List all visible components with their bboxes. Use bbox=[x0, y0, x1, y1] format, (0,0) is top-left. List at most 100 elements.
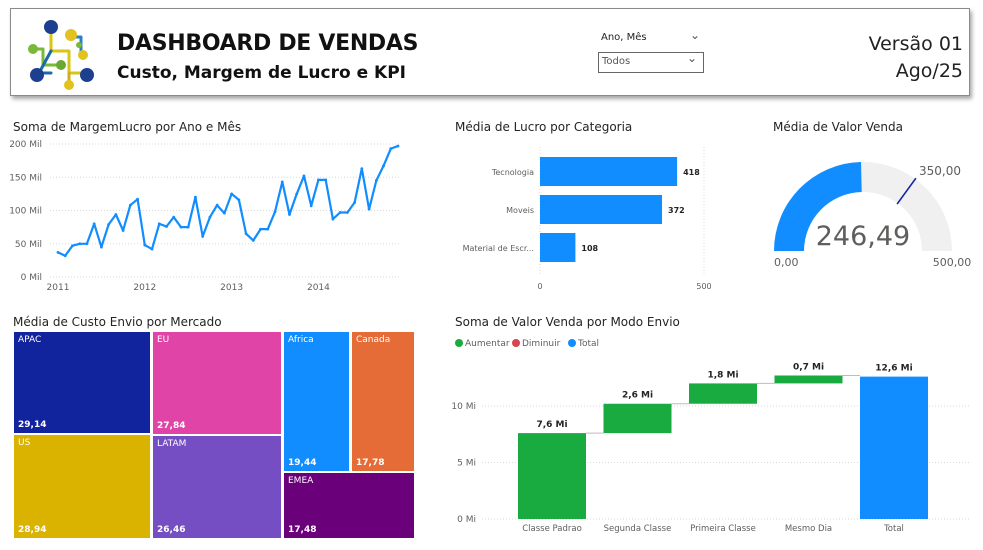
data-point bbox=[382, 164, 385, 168]
treemap-cell-emea[interactable]: EMEA 17,48 bbox=[283, 472, 415, 539]
date-slicer-dropdown[interactable]: Todos ⌄ bbox=[598, 51, 704, 73]
legend-label: Diminuir bbox=[522, 339, 561, 349]
dashboard-subtitle: Custo, Margem de Lucro e KPI bbox=[117, 63, 406, 83]
data-point bbox=[338, 211, 342, 214]
data-point bbox=[165, 225, 168, 228]
gauge-chart-title: Média de Valor Venda bbox=[773, 120, 903, 134]
x-tick-label: 2012 bbox=[133, 283, 156, 293]
line-chart[interactable]: 200 Mil 150 Mil 100 Mil 50 Mil 0 Mil 2011 2012… bbox=[0, 135, 420, 295]
waterfall-chart[interactable]: Aumentar Diminuir Total 10 Mi 5 Mi 0 Mi 7,6 Mi… bbox=[440, 333, 980, 545]
treemap-cell-us[interactable]: US 28,94 bbox=[13, 434, 151, 539]
data-point bbox=[172, 215, 176, 219]
data-point bbox=[208, 215, 212, 219]
category-label: Material de Escr... bbox=[463, 244, 534, 253]
data-point bbox=[85, 242, 89, 246]
data-point bbox=[295, 192, 299, 196]
category-label: Total bbox=[883, 524, 904, 534]
category-label: Segunda Classe bbox=[604, 524, 672, 534]
treemap-cell-value: 28,94 bbox=[18, 525, 47, 535]
data-point bbox=[136, 197, 139, 201]
treemap-cell-value: 26,46 bbox=[157, 525, 186, 535]
bar-chart[interactable]: Tecnologia 418 Moveis 372 Material de Escr..… bbox=[440, 135, 740, 295]
waterfall-title: Soma de Valor Venda por Modo Envio bbox=[455, 315, 680, 329]
data-point bbox=[266, 227, 270, 231]
data-point bbox=[150, 247, 154, 251]
gauge-value-arc bbox=[774, 162, 862, 251]
data-point bbox=[237, 198, 241, 202]
treemap-cell-africa[interactable]: Africa 19,44 bbox=[283, 331, 350, 472]
bar-chart-title: Média de Lucro por Categoria bbox=[455, 120, 633, 134]
data-point bbox=[280, 180, 284, 184]
data-point bbox=[353, 201, 356, 204]
treemap-cell-apac[interactable]: APAC 29,14 bbox=[13, 331, 151, 434]
waterfall-bar-3 bbox=[689, 383, 757, 404]
data-point bbox=[201, 235, 205, 238]
legend-marker bbox=[568, 339, 576, 347]
gauge-max-label: 500,00 bbox=[933, 256, 972, 269]
data-point bbox=[186, 225, 190, 229]
data-point bbox=[71, 244, 74, 248]
waterfall-bar-2 bbox=[603, 403, 672, 434]
data-point bbox=[56, 250, 60, 254]
series-line-margemlucro bbox=[57, 144, 399, 257]
company-logo bbox=[28, 20, 94, 90]
y-tick-label: 10 Mi bbox=[451, 402, 476, 412]
treemap-cell-value: 17,78 bbox=[356, 458, 385, 468]
y-tick-label: 50 Mil bbox=[15, 240, 42, 250]
treemap-cell-label: Canada bbox=[356, 335, 391, 345]
data-label: 418 bbox=[683, 168, 700, 177]
data-label: 12,6 Mi bbox=[875, 364, 912, 374]
bar-2 bbox=[540, 195, 663, 224]
category-label: Moveis bbox=[506, 206, 534, 215]
data-point bbox=[374, 179, 378, 182]
slicer-label: Ano, Mês bbox=[601, 32, 647, 43]
treemap-chart: APAC 29,14 US 28,94 EU 27,84 LATAM 26,46 Africa 1… bbox=[13, 331, 415, 539]
data-point bbox=[367, 207, 371, 211]
data-point bbox=[251, 239, 255, 242]
legend-marker bbox=[512, 339, 520, 347]
header-banner: DASHBOARD DE VENDAS Custo, Margem de Luc… bbox=[10, 8, 970, 96]
data-point bbox=[317, 178, 320, 182]
waterfall-bar-1 bbox=[518, 433, 586, 519]
data-point bbox=[100, 245, 103, 249]
x-tick-label: 2014 bbox=[307, 283, 330, 293]
waterfall-bar-5 bbox=[860, 376, 928, 519]
legend-marker bbox=[455, 339, 463, 347]
data-point bbox=[179, 225, 183, 229]
bar-1 bbox=[540, 157, 678, 186]
y-tick-label: 5 Mi bbox=[457, 459, 476, 469]
data-point bbox=[273, 210, 277, 214]
data-point bbox=[288, 213, 291, 216]
treemap-cell-eu[interactable]: EU 27,84 bbox=[152, 331, 282, 435]
data-point bbox=[331, 217, 335, 221]
treemap-cell-latam[interactable]: LATAM 26,46 bbox=[152, 435, 282, 539]
data-point bbox=[128, 203, 132, 207]
y-tick-label: 100 Mil bbox=[9, 207, 42, 217]
treemap-cell-value: 17,48 bbox=[288, 525, 317, 535]
data-label: 1,8 Mi bbox=[707, 370, 738, 380]
data-point bbox=[345, 211, 349, 214]
data-point bbox=[78, 242, 82, 246]
category-label: Mesmo Dia bbox=[785, 524, 832, 534]
treemap-cell-canada[interactable]: Canada 17,78 bbox=[351, 331, 415, 472]
data-label: 2,6 Mi bbox=[622, 391, 653, 401]
gauge-target-label: 350,00 bbox=[919, 164, 961, 178]
chevron-down-icon[interactable]: ⌄ bbox=[687, 51, 698, 65]
category-label: Classe Padrao bbox=[522, 524, 582, 534]
x-tick-label: 2013 bbox=[220, 283, 243, 293]
data-point bbox=[107, 223, 111, 226]
treemap-cell-label: LATAM bbox=[157, 439, 187, 449]
treemap-cell-value: 19,44 bbox=[288, 458, 317, 468]
category-label: Primeira Classe bbox=[690, 524, 756, 534]
gauge-min-label: 0,00 bbox=[774, 256, 799, 269]
treemap-cell-label: Africa bbox=[288, 335, 314, 345]
line-chart-title: Soma de MargemLucro por Ano e Mês bbox=[13, 120, 242, 134]
dashboard-title: DASHBOARD DE VENDAS bbox=[117, 31, 419, 56]
treemap-cell-label: EU bbox=[157, 335, 170, 345]
waterfall-bar-4 bbox=[774, 375, 843, 384]
gauge-chart[interactable]: 246,49 0,00 500,00 350,00 bbox=[755, 135, 980, 295]
treemap-cell-value: 29,14 bbox=[18, 420, 47, 430]
slicer-collapse-icon[interactable]: ⌄ bbox=[690, 28, 701, 42]
data-point bbox=[121, 229, 125, 232]
data-point bbox=[360, 167, 364, 171]
